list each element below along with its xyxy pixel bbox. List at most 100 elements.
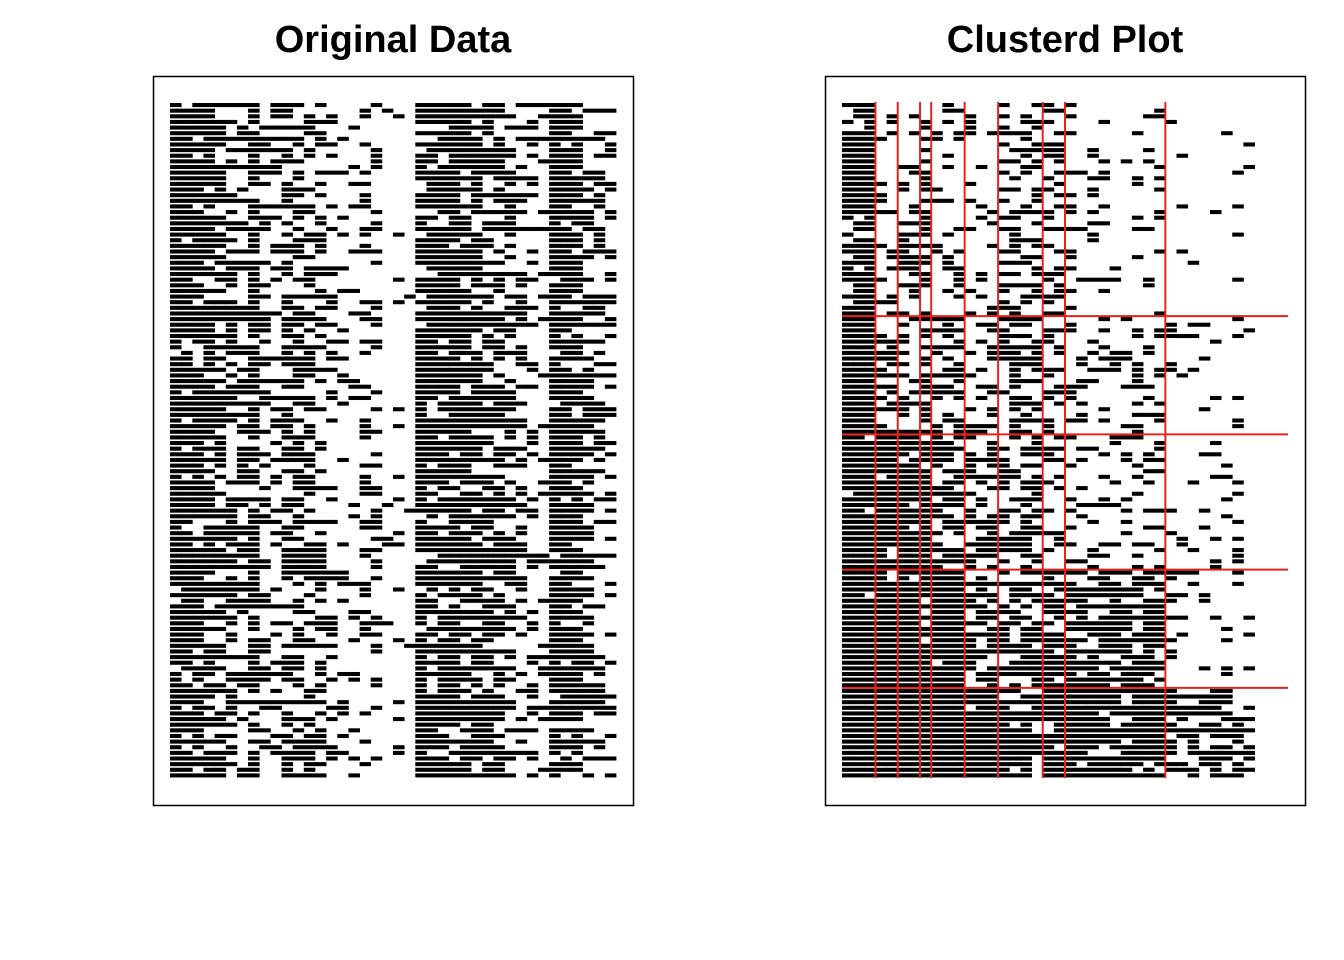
heatmap-cell [975, 767, 988, 772]
heatmap-cell [337, 328, 349, 333]
heatmap-cell [448, 131, 461, 136]
heatmap-cell [181, 536, 193, 541]
heatmap-cell [471, 238, 483, 243]
heatmap-cell [1154, 508, 1166, 513]
heatmap-cell [1098, 728, 1110, 733]
heatmap-cell [170, 294, 182, 299]
heatmap-cell [482, 311, 494, 316]
heatmap-cell [986, 305, 999, 310]
heatmap-cell [303, 700, 316, 705]
heatmap-cell [942, 700, 954, 705]
heatmap-cell [875, 497, 887, 502]
heatmap-cell [1009, 176, 1021, 181]
heatmap-cell [842, 581, 854, 586]
heatmap-cell [1020, 131, 1032, 136]
heatmap-cell [437, 424, 450, 429]
heatmap-cell [225, 525, 238, 530]
heatmap-cell [259, 486, 271, 491]
heatmap-cell [964, 469, 977, 474]
heatmap-cell [192, 508, 204, 513]
heatmap-cell [303, 356, 316, 361]
heatmap-cell [1154, 187, 1166, 192]
heatmap-cell [1076, 514, 1088, 519]
heatmap-cell [225, 305, 238, 310]
heatmap-cell [314, 131, 327, 136]
heatmap-cell [1065, 621, 1077, 626]
heatmap-cell [853, 311, 865, 316]
heatmap-cell [203, 153, 215, 158]
heatmap-cell [571, 655, 583, 660]
heatmap-cell [236, 531, 249, 536]
heatmap-cell [181, 632, 193, 637]
heatmap-cell [203, 367, 215, 372]
heatmap-cell [1087, 187, 1099, 192]
heatmap-cell [986, 717, 999, 722]
heatmap-cell [281, 193, 294, 198]
heatmap-cell [381, 108, 394, 113]
heatmap-cell [248, 238, 260, 243]
heatmap-cell [875, 638, 887, 643]
heatmap-cell [549, 525, 561, 530]
heatmap-cell [448, 390, 461, 395]
heatmap-cell [549, 480, 561, 485]
heatmap-cell [292, 322, 305, 327]
heatmap-cell [853, 722, 865, 727]
heatmap-cell [437, 626, 450, 631]
heatmap-cell [1042, 418, 1055, 423]
heatmap-cell [1042, 457, 1055, 462]
heatmap-cell [426, 322, 438, 327]
heatmap-cell [931, 187, 943, 192]
heatmap-cell [920, 497, 932, 502]
heatmap-cell [448, 305, 461, 310]
heatmap-cell [437, 610, 450, 615]
heatmap-cell [515, 103, 528, 108]
heatmap-cell [493, 114, 505, 119]
heatmap-cell [203, 553, 215, 558]
heatmap-cell [920, 705, 932, 710]
heatmap-cell [236, 717, 249, 722]
heatmap-cell [482, 412, 494, 417]
heatmap-cell [326, 626, 338, 631]
heatmap-cell [920, 176, 932, 181]
heatmap-cell [1098, 773, 1110, 778]
heatmap-cell [864, 615, 876, 620]
heatmap-cell [1131, 474, 1144, 479]
heatmap-cell [248, 345, 260, 350]
heatmap-cell [370, 159, 383, 164]
heatmap-cell [537, 480, 550, 485]
heatmap-cell [1209, 773, 1222, 778]
heatmap-cell [314, 446, 327, 451]
heatmap-cell [292, 514, 305, 519]
heatmap-cell [1131, 176, 1144, 181]
heatmap-cell [170, 204, 182, 209]
heatmap-cell [853, 322, 865, 327]
heatmap-cell [359, 632, 372, 637]
heatmap-cell [897, 311, 910, 316]
heatmap-cell [953, 136, 966, 141]
heatmap-cell [459, 700, 472, 705]
heatmap-cell [292, 187, 305, 192]
heatmap-cell [314, 553, 327, 558]
heatmap-cell [1020, 739, 1032, 744]
heatmap-cell [549, 519, 561, 524]
heatmap-cell [560, 700, 572, 705]
heatmap-cell [549, 508, 561, 513]
heatmap-cell [593, 350, 606, 355]
heatmap-cell [337, 581, 349, 586]
heatmap-cell [842, 333, 854, 339]
heatmap-cell [1154, 660, 1166, 665]
heatmap-cell [225, 119, 238, 124]
heatmap-cell [1031, 356, 1044, 361]
heatmap-cell [593, 655, 606, 660]
heatmap-cell [875, 767, 887, 772]
heatmap-cell [170, 249, 182, 254]
heatmap-cell [1109, 733, 1122, 739]
heatmap-cell [842, 469, 854, 474]
heatmap-cell [964, 604, 977, 609]
heatmap-cell [560, 204, 572, 209]
heatmap-cell [1098, 288, 1110, 293]
heatmap-cell [593, 181, 606, 186]
heatmap-cell [381, 542, 394, 547]
heatmap-cell [853, 480, 865, 485]
heatmap-cell [170, 260, 182, 265]
